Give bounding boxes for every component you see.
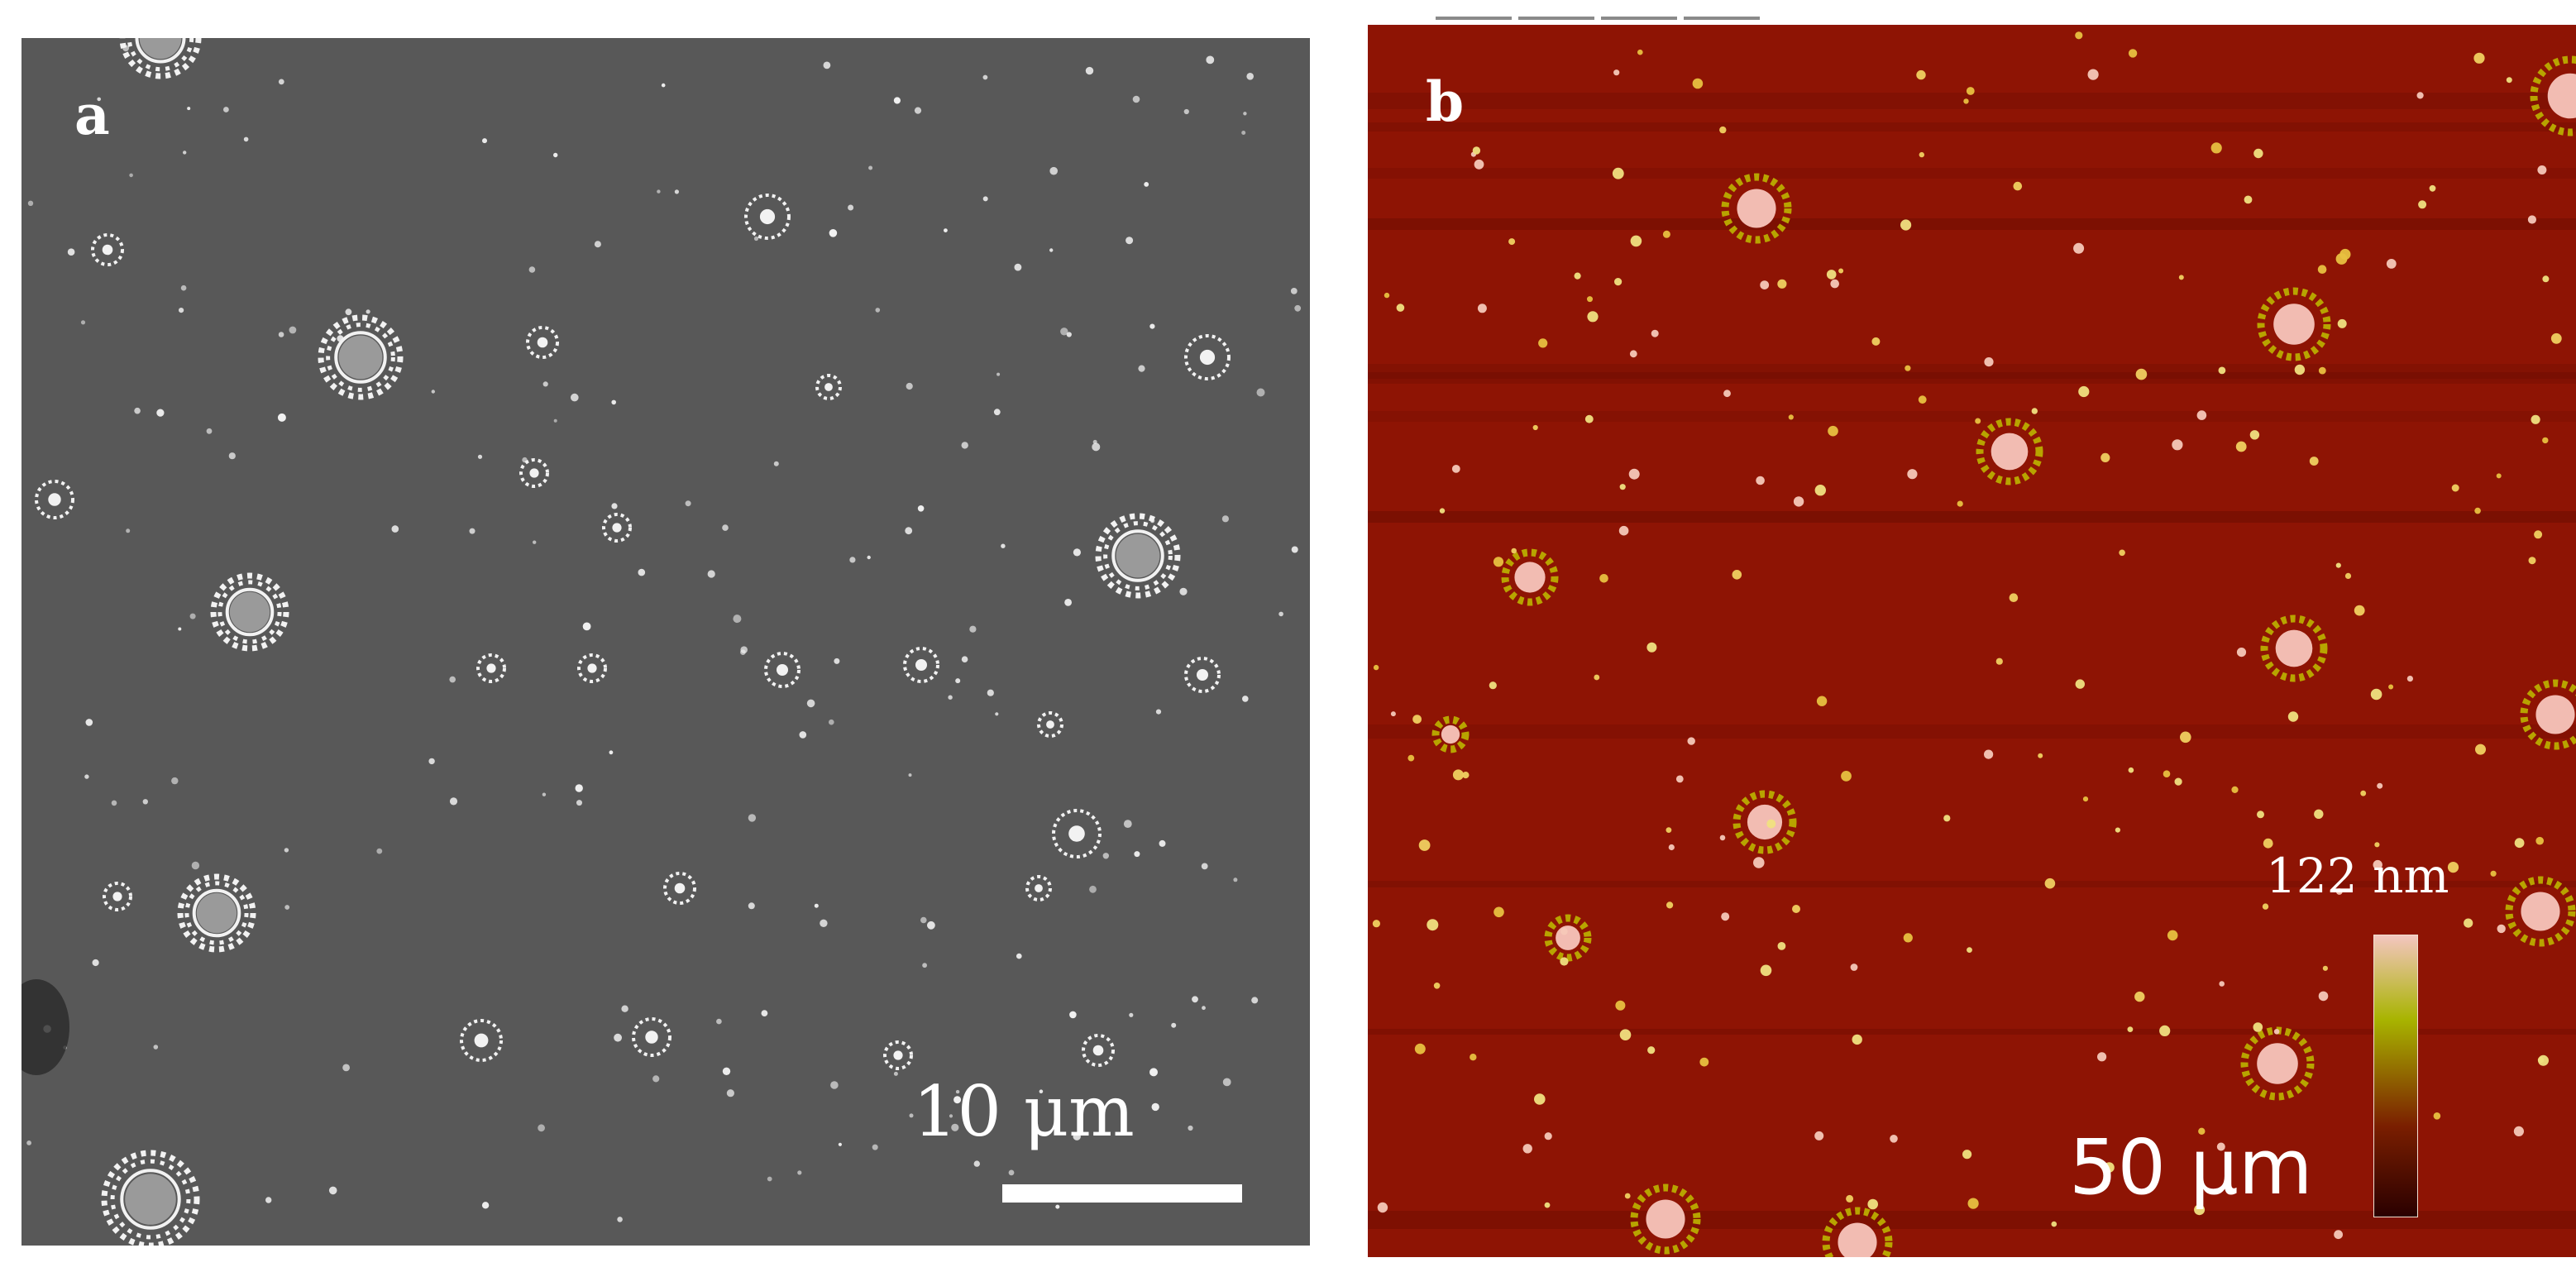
afm-image-panel: b 122 nm 50 μm bbox=[1368, 25, 2576, 1257]
scale-bar-label: 10 μm bbox=[913, 1071, 1135, 1152]
colorbar-max-label: 122 nm bbox=[2266, 848, 2449, 904]
scale-bar bbox=[1002, 1184, 1242, 1203]
height-colorbar bbox=[2373, 935, 2418, 1217]
top-crop-mark bbox=[1436, 17, 1763, 20]
panel-label-b: b bbox=[1426, 69, 1465, 134]
scale-bar-label: 50 μm bbox=[2069, 1123, 2313, 1212]
sem-droplet-field bbox=[22, 38, 1302, 1246]
panel-label-a: a bbox=[74, 83, 110, 147]
sem-image-panel: a 10 μm bbox=[22, 38, 1310, 1246]
afm-droplet-field bbox=[1368, 31, 2576, 1257]
